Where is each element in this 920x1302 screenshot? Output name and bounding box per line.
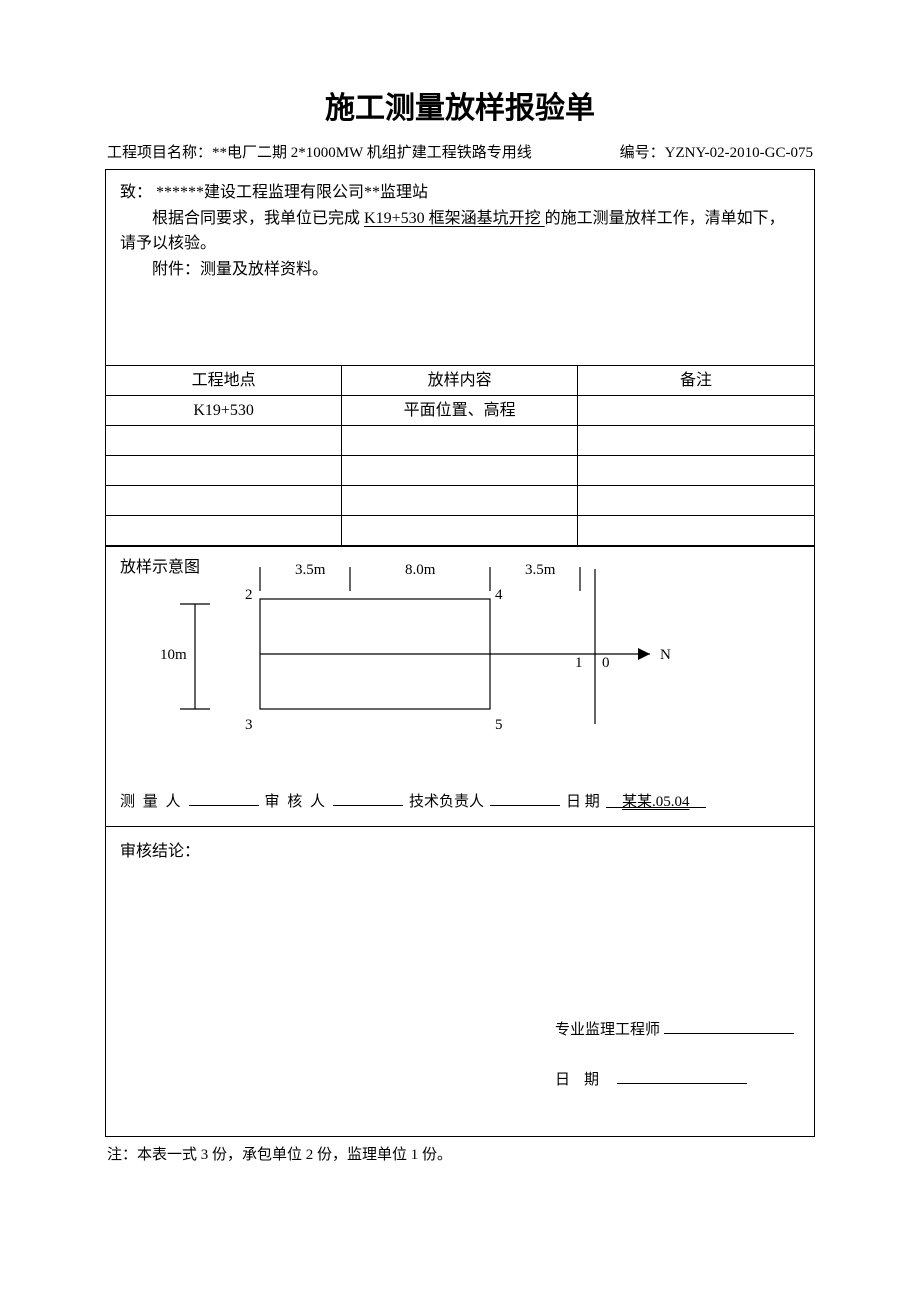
cell [106,426,342,456]
attachment-line: 附件：测量及放样资料。 [120,257,800,283]
cell: K19+530 [106,396,342,426]
to-line: 致： ******建设工程监理有限公司**监理站 [120,180,800,206]
col-content: 放样内容 [342,366,578,396]
footnote: 注：本表一式 3 份，承包单位 2 份，监理单位 1 份。 [105,1143,815,1167]
dim-left: 3.5m [295,562,326,578]
date-value: 某某.05.04 [606,790,706,808]
diagram-title: 放样示意图 [120,555,200,581]
date-label: 日 期 [566,790,600,814]
form-box: 致： ******建设工程监理有限公司**监理站 根据合同要求，我单位已完成 K… [105,169,815,1137]
diagram-svg: 3.5m 8.0m 3.5m 10m 2 3 4 5 1 0 N [120,559,800,759]
pt5: 5 [495,717,503,733]
pt0: 0 [602,655,610,671]
diagram-section: 放样示意图 [106,546,814,826]
pt4: 4 [495,587,503,603]
pt1: 1 [575,655,583,671]
cell [342,426,578,456]
form-title: 施工测量放样报验单 [105,85,815,133]
project-label: 工程项目名称： [107,145,212,161]
tech-label: 技术负责人 [409,790,484,814]
pt2: 2 [245,587,253,603]
dim-right: 3.5m [525,562,556,578]
para-prefix: 根据合同要求，我单位已完成 [152,210,364,227]
measurer-label: 测 量 人 [120,790,183,814]
axis-n: N [660,647,671,663]
ref-value: YZNY-02-2010-GC-075 [665,145,813,161]
approval-date-blank [617,1066,747,1084]
intro-para: 根据合同要求，我单位已完成 K19+530 框架涵基坑开挖 的施工测量放样工作，… [120,206,800,257]
col-remark: 备注 [578,366,815,396]
col-location: 工程地点 [106,366,342,396]
dim-v: 10m [160,647,187,663]
cell: 平面位置、高程 [342,396,578,426]
cell [578,516,815,546]
cell [342,516,578,546]
table-row [106,486,814,516]
engineer-label: 专业监理工程师 [555,1018,660,1042]
content-table: 工程地点 放样内容 备注 K19+530 平面位置、高程 [106,365,814,546]
cell [578,396,815,426]
approval-date-label: 日期 [555,1068,613,1092]
reviewer-blank [333,788,403,806]
signature-row: 测 量 人 审 核 人 技术负责人 日 期 某某.05.04 [120,788,800,814]
ref-label: 编号： [620,145,665,161]
approval-section: 审核结论： 专业监理工程师 日期 [106,826,814,1136]
engineer-blank [664,1016,794,1034]
cell [106,516,342,546]
approval-title: 审核结论： [120,839,800,865]
approval-signatures: 专业监理工程师 日期 [555,1016,794,1116]
header-row: 工程项目名称：**电厂二期 2*1000MW 机组扩建工程铁路专用线 编号：YZ… [105,141,815,165]
table-row [106,456,814,486]
table-row: K19+530 平面位置、高程 [106,396,814,426]
para-underline: K19+530 框架涵基坑开挖 [364,210,545,227]
table-header-row: 工程地点 放样内容 备注 [106,366,814,396]
table-row [106,516,814,546]
project-name: 工程项目名称：**电厂二期 2*1000MW 机组扩建工程铁路专用线 [107,141,532,165]
project-value: **电厂二期 2*1000MW 机组扩建工程铁路专用线 [212,145,532,161]
dim-mid: 8.0m [405,562,436,578]
tech-blank [490,788,560,806]
to-value: ******建设工程监理有限公司**监理站 [156,184,428,201]
cell [578,426,815,456]
ref-number: 编号：YZNY-02-2010-GC-075 [620,141,813,165]
cell [106,456,342,486]
intro-section: 致： ******建设工程监理有限公司**监理站 根据合同要求，我单位已完成 K… [106,170,814,365]
reviewer-label: 审 核 人 [265,790,328,814]
cell [342,456,578,486]
cell [578,456,815,486]
to-label: 致： [120,184,156,201]
table-row [106,426,814,456]
cell [578,486,815,516]
measurer-blank [189,788,259,806]
pt3: 3 [245,717,253,733]
cell [342,486,578,516]
cell [106,486,342,516]
